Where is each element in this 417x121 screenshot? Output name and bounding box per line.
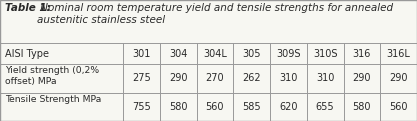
Text: 304L: 304L bbox=[203, 49, 227, 59]
Text: 316L: 316L bbox=[387, 49, 411, 59]
Text: 290: 290 bbox=[389, 73, 408, 83]
Text: Nominal room temperature yield and tensile strengths for annealed
austenitic sta: Nominal room temperature yield and tensi… bbox=[37, 3, 393, 25]
Text: 275: 275 bbox=[132, 73, 151, 83]
Text: 290: 290 bbox=[353, 73, 371, 83]
Text: 755: 755 bbox=[132, 102, 151, 112]
Text: 316: 316 bbox=[353, 49, 371, 59]
Text: 305: 305 bbox=[242, 49, 261, 59]
Text: 301: 301 bbox=[132, 49, 151, 59]
Text: 620: 620 bbox=[279, 102, 298, 112]
Text: AISI Type: AISI Type bbox=[5, 49, 49, 59]
Text: 655: 655 bbox=[316, 102, 334, 112]
Text: 560: 560 bbox=[206, 102, 224, 112]
Text: 304: 304 bbox=[169, 49, 187, 59]
Text: 310: 310 bbox=[279, 73, 298, 83]
Text: 270: 270 bbox=[206, 73, 224, 83]
Text: Tensile Strength MPa: Tensile Strength MPa bbox=[5, 95, 101, 104]
Text: 262: 262 bbox=[242, 73, 261, 83]
Text: 309S: 309S bbox=[276, 49, 301, 59]
Bar bbox=[0, 0, 417, 43]
Text: 580: 580 bbox=[169, 102, 187, 112]
Text: 580: 580 bbox=[353, 102, 371, 112]
Text: 310: 310 bbox=[316, 73, 334, 83]
Text: Yield strength (0,2%
offset) MPa: Yield strength (0,2% offset) MPa bbox=[5, 66, 99, 86]
Text: 290: 290 bbox=[169, 73, 187, 83]
Text: 560: 560 bbox=[389, 102, 408, 112]
Text: 585: 585 bbox=[242, 102, 261, 112]
Text: Table 1:: Table 1: bbox=[5, 3, 51, 13]
Text: 310S: 310S bbox=[313, 49, 337, 59]
